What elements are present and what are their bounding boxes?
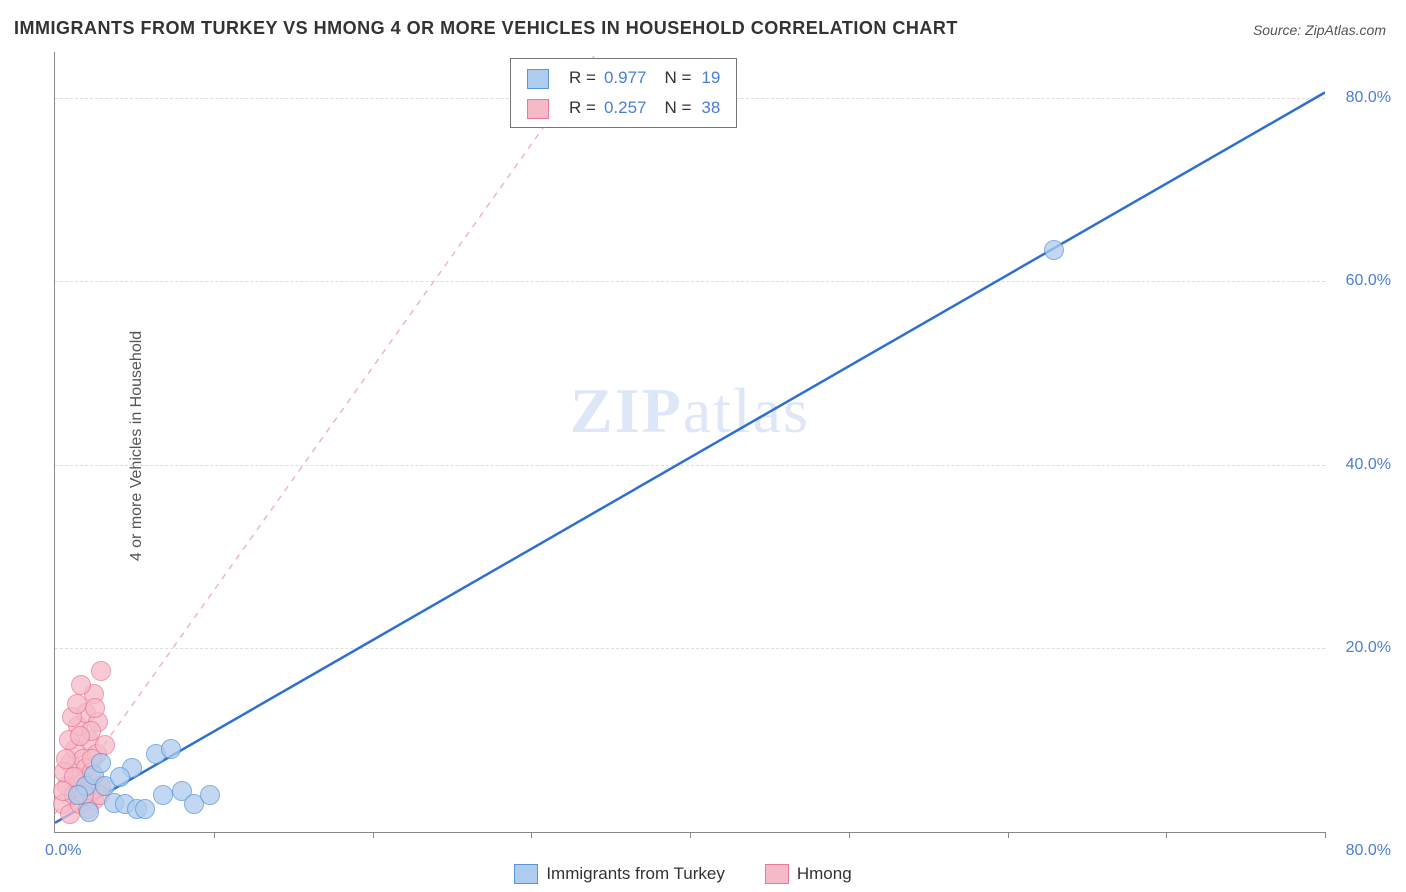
source-attribution: Source: ZipAtlas.com [1253,22,1386,38]
legend-label: Immigrants from Turkey [546,864,725,883]
x-tick-mark [1325,832,1326,838]
x-tick-mark [214,832,215,838]
data-point-hmong [70,726,90,746]
legend-swatch [514,864,538,884]
x-tick-mark [1166,832,1167,838]
y-tick-label: 60.0% [1346,272,1391,290]
data-point-hmong [56,749,76,769]
data-point-hmong [91,661,111,681]
legend-label: Hmong [797,864,852,883]
x-tick-mark [1008,832,1009,838]
x-tick-mark [531,832,532,838]
data-point-turkey [68,785,88,805]
x-tick-mark [373,832,374,838]
data-point-turkey [79,802,99,822]
trend-lines [55,52,1325,832]
data-point-turkey [153,785,173,805]
legend-bottom: Immigrants from Turkey Hmong [0,863,1406,884]
data-point-turkey [135,799,155,819]
y-tick-label: 80.0% [1346,89,1391,107]
legend-stats: R =0.977N =19R =0.257N =38 [510,58,737,128]
data-point-hmong [71,675,91,695]
y-tick-label: 20.0% [1346,639,1391,657]
data-point-turkey [200,785,220,805]
data-point-hmong [67,694,87,714]
chart-title: IMMIGRANTS FROM TURKEY VS HMONG 4 OR MOR… [14,18,958,39]
chart-container: { "title": "IMMIGRANTS FROM TURKEY VS HM… [0,0,1406,892]
legend-swatch [765,864,789,884]
y-tick-label: 40.0% [1346,456,1391,474]
x-tick-mark [690,832,691,838]
data-point-turkey [161,739,181,759]
data-point-turkey [110,767,130,787]
data-point-turkey [91,753,111,773]
x-tick-mark [849,832,850,838]
data-point-hmong [85,698,105,718]
data-point-turkey [1044,240,1064,260]
x-tick-label: 0.0% [45,842,81,860]
x-tick-label: 80.0% [1346,842,1391,860]
plot-area: ZIPatlas 20.0%40.0%60.0%80.0%0.0%80.0%R … [54,52,1325,833]
